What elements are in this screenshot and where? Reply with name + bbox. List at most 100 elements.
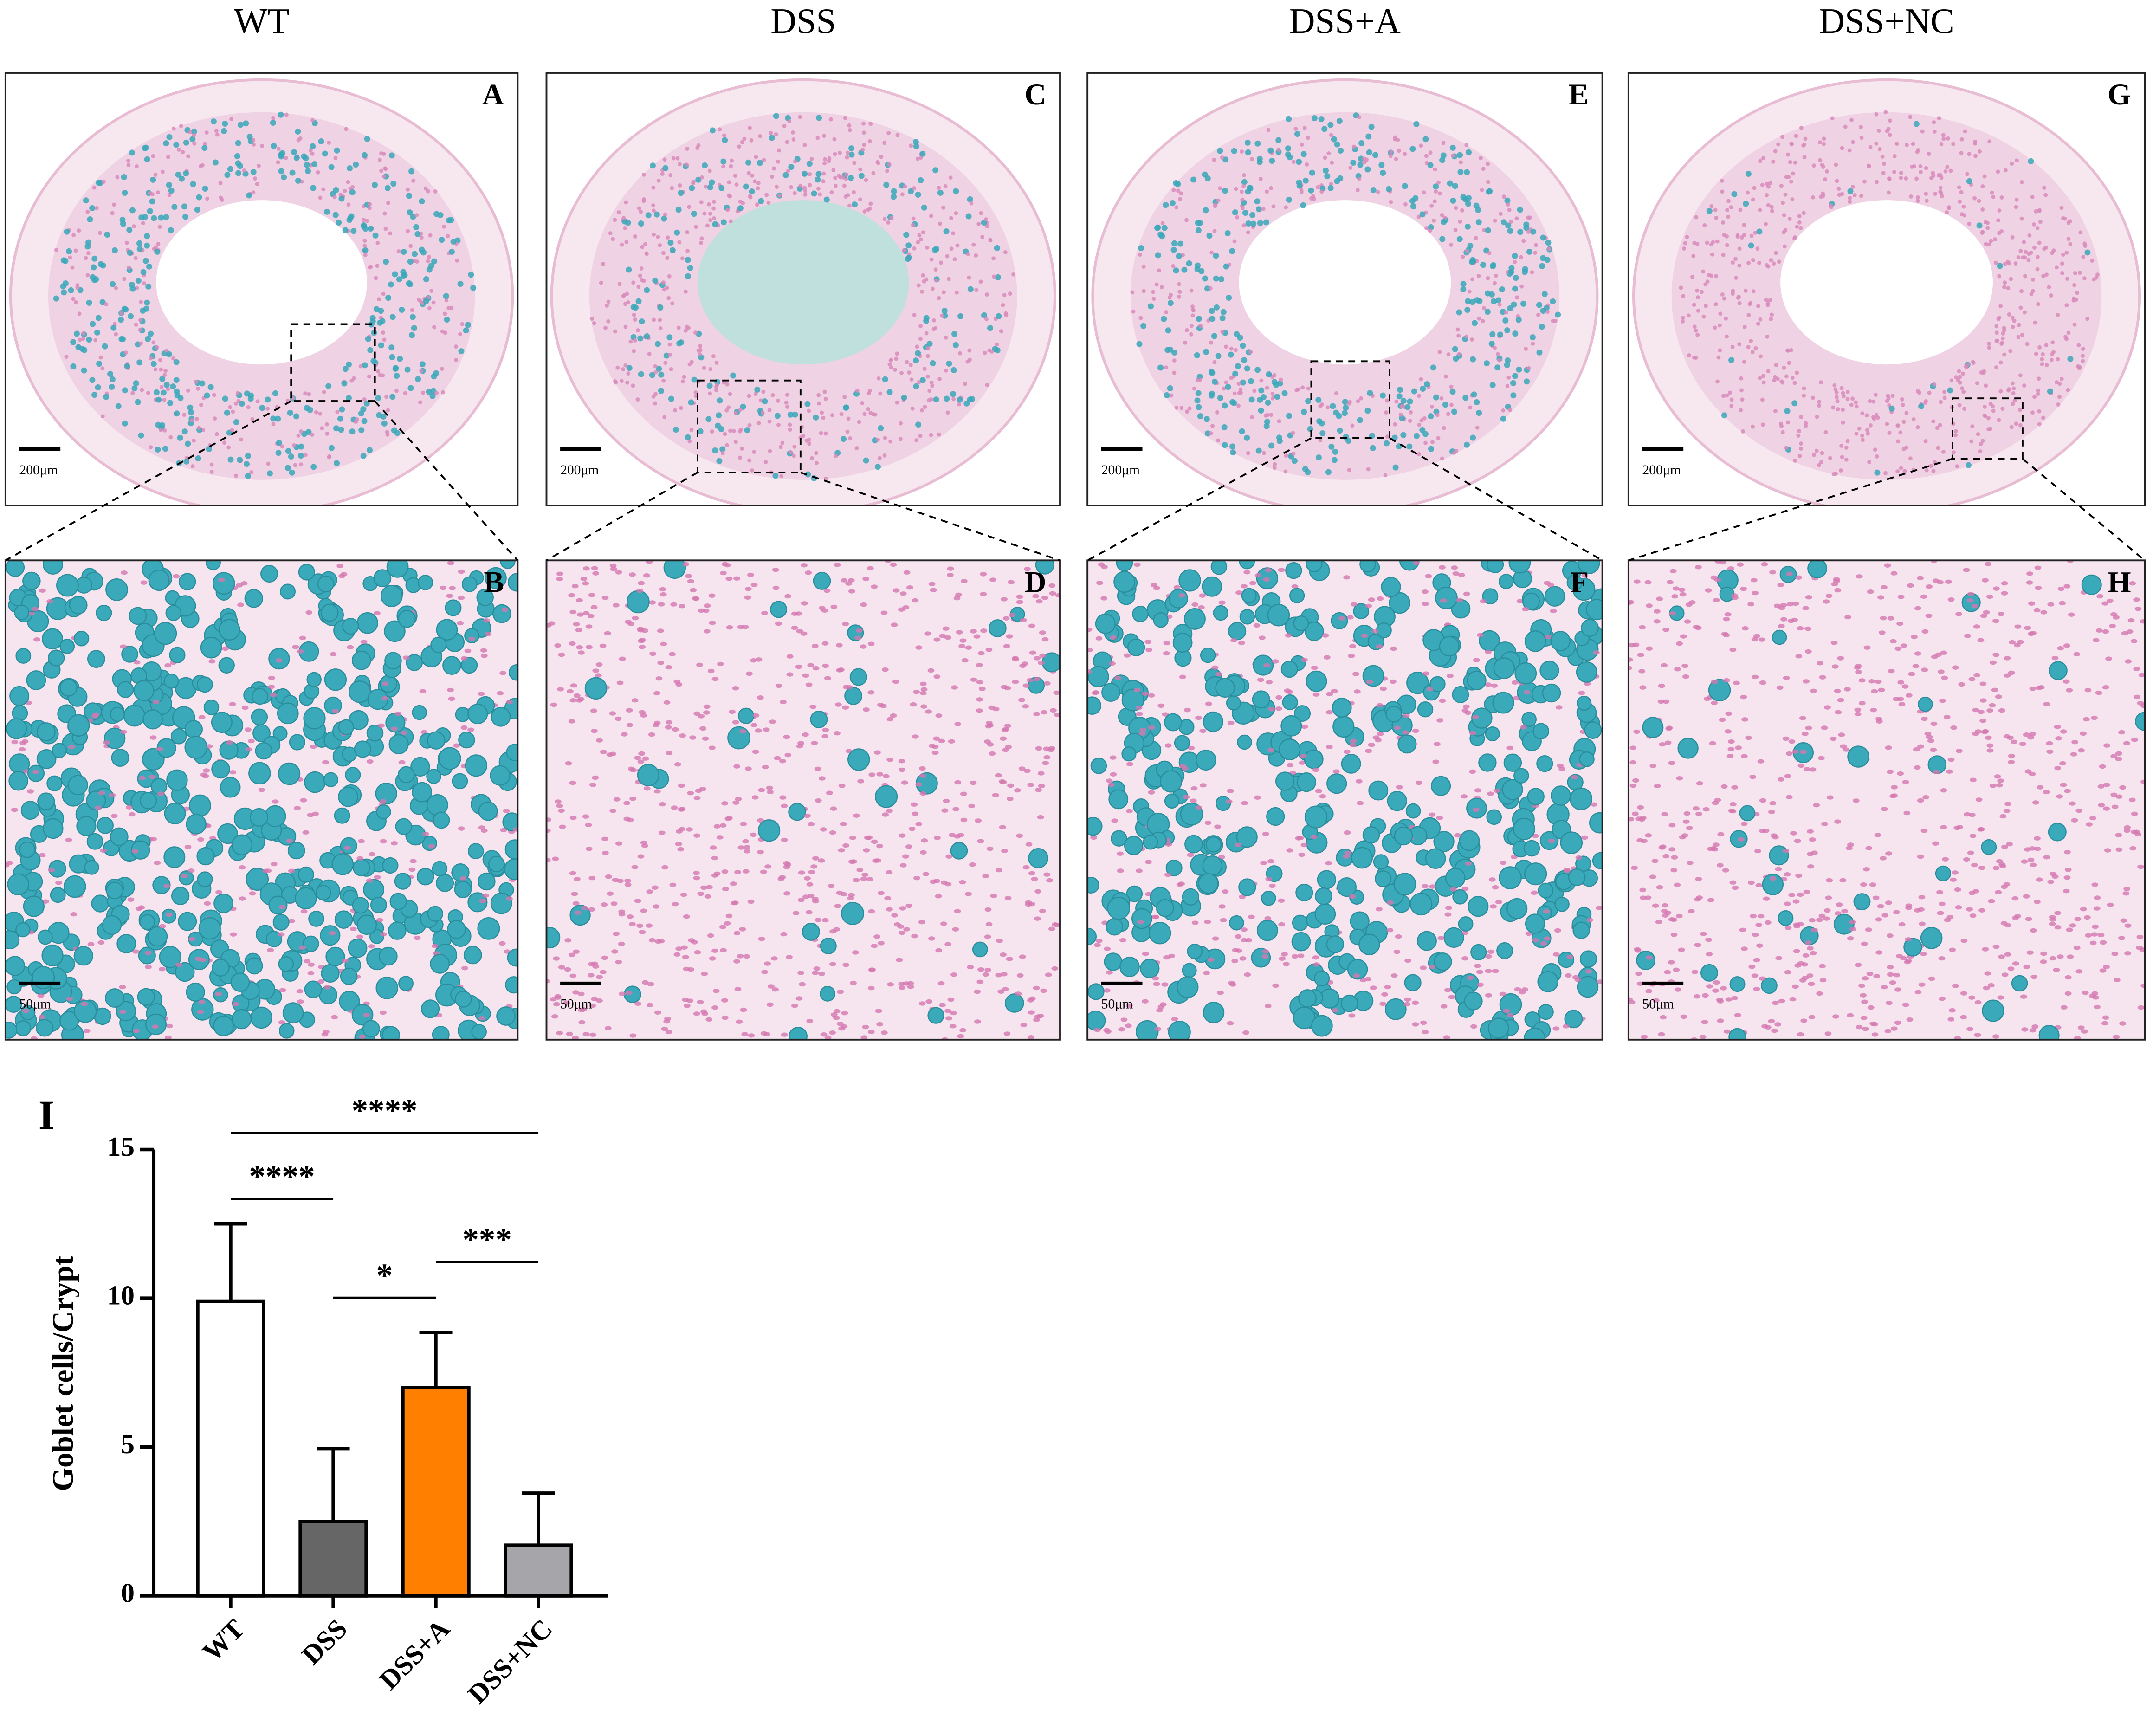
cell-dot: [81, 337, 85, 341]
cell-dot: [1457, 152, 1463, 158]
nucleus: [868, 772, 876, 777]
cell-dot: [138, 327, 142, 332]
nucleus: [1055, 593, 1060, 598]
cell-dot: [1291, 458, 1298, 464]
nucleus: [623, 816, 631, 822]
nucleus: [197, 837, 204, 842]
cell-dot: [653, 370, 658, 375]
nucleus: [447, 687, 454, 693]
nucleus: [601, 902, 608, 907]
cell-dot: [342, 227, 349, 233]
cell-dot: [362, 247, 369, 253]
nucleus: [1491, 683, 1498, 688]
goblet-cell: [163, 846, 186, 868]
cell-dot: [243, 120, 249, 127]
cell-dot: [1267, 147, 1274, 154]
cell-dot: [966, 252, 970, 256]
cell-dot: [84, 243, 91, 250]
cell-dot: [995, 274, 1001, 280]
cell-dot: [287, 409, 293, 416]
cell-dot: [1785, 348, 1790, 353]
cell-dot: [822, 161, 827, 166]
cell-dot: [1003, 311, 1008, 316]
nucleus: [992, 793, 999, 797]
nucleus: [813, 966, 821, 971]
cell-dot: [1867, 460, 1871, 464]
cell-dot: [423, 186, 428, 191]
cell-dot: [758, 134, 763, 138]
cell-dot: [1216, 198, 1221, 203]
cell-dot: [631, 280, 636, 285]
cell-dot: [739, 428, 744, 432]
cell-dot: [1987, 242, 1991, 247]
cell-dot: [375, 240, 380, 245]
nucleus: [769, 719, 776, 724]
goblet-cell: [42, 628, 63, 650]
cell-dot: [2041, 352, 2045, 356]
nucleus: [678, 783, 685, 788]
cell-dot: [963, 382, 967, 386]
cell-dot: [1332, 448, 1338, 455]
nucleus: [692, 596, 699, 601]
goblet-cell: [36, 722, 56, 741]
nucleus: [615, 841, 622, 846]
cell-dot: [1229, 376, 1234, 380]
cell-dot: [189, 136, 196, 143]
cell-dot: [822, 389, 827, 394]
cell-dot: [994, 245, 1000, 251]
cell-dot: [1408, 419, 1412, 423]
cell-dot: [776, 159, 780, 164]
nucleus: [575, 698, 583, 703]
nucleus: [985, 648, 993, 652]
cell-dot: [175, 171, 181, 178]
nucleus: [995, 973, 1002, 978]
cell-dot: [1831, 472, 1836, 476]
cell-dot: [1793, 160, 1797, 165]
cell-dot: [1718, 348, 1722, 353]
cell-dot: [842, 183, 847, 188]
cell-dot: [1919, 170, 1923, 175]
cell-dot: [912, 186, 917, 190]
nucleus: [1019, 954, 1026, 959]
cell-dot: [756, 181, 761, 185]
cell-dot: [73, 330, 80, 337]
cell-dot: [672, 427, 679, 433]
nucleus: [669, 652, 676, 656]
cell-dot: [1839, 444, 1844, 448]
cell-dot: [1845, 439, 1850, 443]
nucleus: [1495, 900, 1502, 905]
nucleus: [1107, 782, 1115, 787]
cell-dot: [677, 240, 682, 245]
cell-dot: [433, 189, 438, 194]
cell-dot: [406, 187, 410, 192]
cell-dot: [1984, 242, 1988, 246]
cell-dot: [376, 412, 382, 418]
goblet-cell: [352, 897, 369, 914]
nucleus: [506, 896, 513, 901]
cell-dot: [1792, 381, 1797, 385]
nucleus: [464, 648, 472, 654]
cell-dot: [448, 217, 454, 223]
cell-dot: [1550, 298, 1556, 304]
cell-dot: [1768, 181, 1773, 186]
nucleus: [485, 632, 492, 636]
cell-dot: [1859, 125, 1863, 130]
cell-dot: [62, 280, 69, 286]
nucleus: [1425, 574, 1432, 578]
cell-dot: [1957, 185, 1961, 190]
nucleus: [764, 864, 772, 869]
goblet-cell: [102, 915, 122, 935]
cell-dot: [2035, 226, 2040, 230]
cell-dot: [1504, 197, 1511, 204]
cell-dot: [382, 337, 387, 342]
nucleus: [1315, 789, 1322, 793]
nucleus: [1048, 926, 1055, 931]
cell-dot: [1311, 194, 1316, 199]
nucleus: [409, 859, 417, 863]
cell-dot: [792, 445, 797, 449]
nucleus: [717, 661, 724, 667]
cell-dot: [181, 150, 185, 155]
cell-dot: [1177, 282, 1181, 286]
nucleus: [402, 655, 410, 660]
cell-dot: [1817, 463, 1821, 467]
